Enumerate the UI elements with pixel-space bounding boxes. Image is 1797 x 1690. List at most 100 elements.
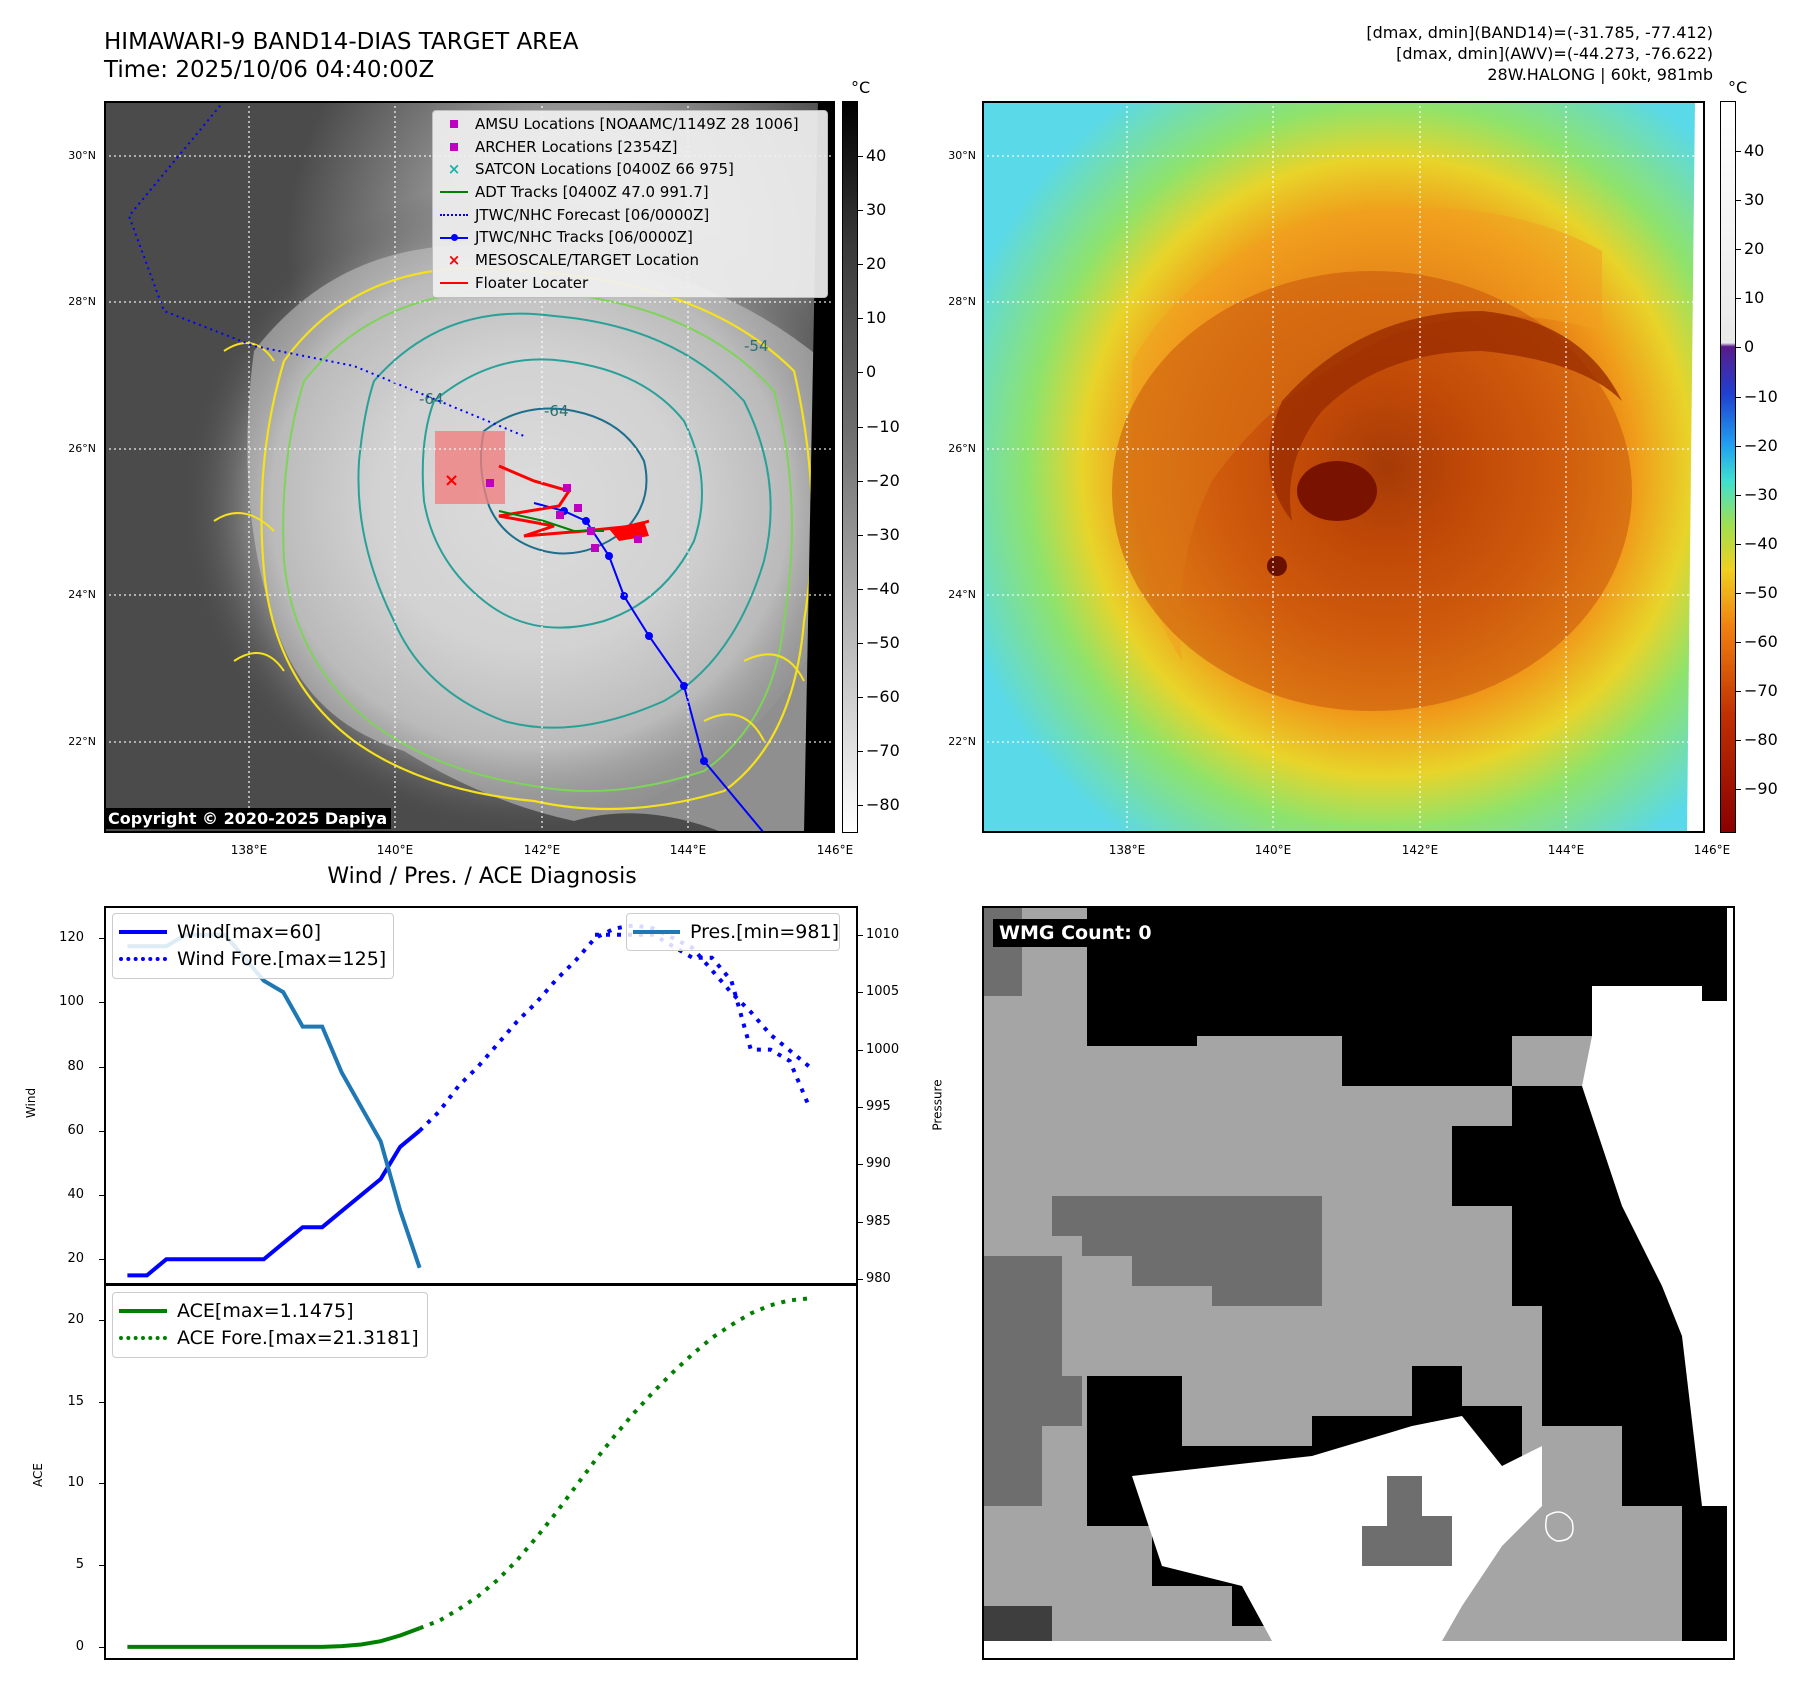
legend-amsu-label: AMSU Locations [NOAAMC/1149Z 28 1006]	[475, 115, 799, 133]
wind-legend-row: Wind[max=60]	[119, 918, 393, 945]
legend-jtwc-forecast-symbol	[433, 214, 475, 217]
ace-legend-label: ACE[max=1.1475]	[177, 1299, 354, 1322]
left-colorbar-tick-mark	[858, 697, 863, 698]
right-colorbar-tick-mark	[1736, 200, 1741, 202]
awv-lon-140: 140°E	[1254, 843, 1292, 857]
ir-lat-28: 28°N	[68, 295, 96, 308]
pressure-legend-row: Pres.[min=981]	[633, 918, 839, 945]
left-colorbar-tick-mark	[858, 642, 863, 644]
awv-lat-28: 28°N	[948, 295, 976, 308]
left-colorbar-tick-mark	[858, 264, 863, 266]
legend-satcon: × SATCON Locations [0400Z 66 975]	[433, 158, 827, 181]
wmg-dark-gray-center	[1052, 1196, 1322, 1306]
right-colorbar-tick-mark	[1736, 396, 1741, 398]
figure-title: HIMAWARI-9 BAND14-DIAS TARGET AREA	[104, 29, 579, 55]
ace-legend: ACE[max=1.1475] ACE Fore.[max=21.3181]	[112, 1292, 428, 1358]
legend-satcon-symbol: ×	[447, 160, 461, 179]
wmg-dark-gray-lower	[1362, 1476, 1452, 1566]
right-colorbar-tick-mark	[1736, 494, 1741, 496]
ace-chart-series-1	[418, 1296, 810, 1631]
map-legend: AMSU Locations [NOAAMC/1149Z 28 1006] AR…	[432, 110, 828, 298]
awv-lon-142: 142°E	[1401, 843, 1439, 857]
awv-lon-144: 144°E	[1547, 843, 1585, 857]
right-colorbar-tick-mark	[1736, 347, 1741, 349]
left-colorbar-tick-label: −60	[866, 687, 900, 706]
ir-lat-22: 22°N	[68, 735, 96, 748]
range-info-block: [dmax, dmin](BAND14)=(-31.785, -77.412) …	[1366, 22, 1713, 85]
storm-info: 28W.HALONG | 60kt, 981mb	[1487, 65, 1713, 84]
wind-ytick-mark	[99, 1066, 104, 1068]
legend-mesoscale-label: MESOSCALE/TARGET Location	[475, 251, 700, 270]
mesoscale-target-marker: ×	[444, 470, 459, 491]
left-colorbar-tick-mark	[858, 534, 863, 536]
left-colorbar	[842, 101, 858, 833]
pressure-ytick-mark	[858, 992, 863, 994]
awv-lat-24: 24°N	[948, 588, 976, 601]
ace-ytick-label: 15	[67, 1393, 84, 1409]
left-colorbar-tick-label: −70	[866, 741, 900, 761]
figure-time: Time: 2025/10/06 04:40:00Z	[104, 57, 435, 83]
right-colorbar-tick-label: −70	[1744, 681, 1778, 701]
wind-ytick-mark	[99, 938, 104, 940]
left-colorbar-tick-label: −10	[866, 416, 900, 436]
left-colorbar-tick-label: 10	[866, 308, 887, 328]
legend-archer: ARCHER Locations [2354Z]	[433, 136, 827, 159]
right-colorbar-tick-label: −10	[1744, 386, 1778, 406]
legend-satcon-label: SATCON Locations [0400Z 66 975]	[475, 160, 734, 179]
awv-no-data-edge	[1687, 101, 1705, 833]
pressure-ylabel: Pressure	[930, 1079, 945, 1131]
band14-range: [dmax, dmin](BAND14)=(-31.785, -77.412)	[1366, 23, 1713, 42]
left-colorbar-tick-mark	[858, 751, 863, 753]
wind-chart-series-0	[127, 1129, 421, 1278]
right-colorbar-tick-label: 40	[1744, 141, 1765, 160]
right-colorbar-tick-label: 10	[1744, 288, 1765, 308]
ir-lon-142: 142°E	[523, 843, 561, 857]
left-colorbar-tick-label: −80	[866, 795, 900, 815]
wmg-white-right	[1582, 986, 1727, 1506]
legend-adt-symbol	[433, 191, 475, 194]
pressure-ytick-mark	[858, 1221, 863, 1223]
pressure-ytick-mark	[858, 1164, 863, 1166]
wmg-white-lower	[1132, 1416, 1542, 1641]
ace-fore-legend-row: ACE Fore.[max=21.3181]	[119, 1324, 427, 1351]
ace-ytick-mark	[99, 1646, 104, 1648]
legend-archer-label: ARCHER Locations [2354Z]	[475, 137, 678, 156]
right-colorbar-tick-mark	[1736, 151, 1741, 152]
wmg-dark-gray-left	[982, 1256, 1082, 1506]
right-colorbar-tick-label: 0	[1744, 337, 1755, 357]
legend-mesoscale: × MESOSCALE/TARGET Location	[433, 249, 827, 272]
figure-title-block: HIMAWARI-9 BAND14-DIAS TARGET AREA Time:…	[104, 28, 578, 84]
pressure-legend-line	[633, 929, 680, 934]
wind-legend-label: Wind[max=60]	[177, 920, 322, 943]
legend-amsu: AMSU Locations [NOAAMC/1149Z 28 1006]	[433, 113, 827, 136]
ace-ytick-mark	[99, 1483, 104, 1485]
ir-lat-30: 30°N	[68, 149, 96, 162]
ace-legend-line	[119, 1308, 167, 1313]
pressure-ytick-label: 995	[866, 1098, 891, 1114]
awv-range: [dmax, dmin](AWV)=(-44.273, -76.622)	[1396, 44, 1713, 63]
pressure-ytick-label: 980	[866, 1271, 891, 1287]
wind-ytick-label: 120	[59, 930, 84, 946]
right-colorbar-tick-label: −30	[1744, 484, 1778, 504]
ace-ylabel: ACE	[30, 1463, 45, 1487]
amsu-archer-markers	[486, 479, 642, 552]
pressure-ytick-mark	[858, 934, 863, 936]
contour-label-2: -64	[544, 402, 569, 420]
ir-lat-24: 24°N	[68, 588, 96, 601]
left-colorbar-tick-mark	[858, 156, 863, 157]
wind-ytick-label: 100	[59, 994, 84, 1010]
right-colorbar	[1720, 101, 1736, 833]
left-colorbar-tick-mark	[858, 426, 863, 428]
wind-fore-legend-row: Wind Fore.[max=125]	[119, 945, 393, 972]
legend-jtwc-forecast: JTWC/NHC Forecast [06/0000Z]	[433, 204, 827, 227]
right-colorbar-tick-mark	[1736, 592, 1741, 594]
right-colorbar-tick-mark	[1736, 249, 1741, 251]
ir-lat-26: 26°N	[68, 442, 96, 455]
wind-ytick-mark	[99, 1002, 104, 1004]
awv-spiral-arm	[1269, 311, 1622, 521]
right-colorbar-tick-mark	[1736, 298, 1741, 300]
wind-ytick-label: 80	[67, 1058, 84, 1074]
ace-ytick-mark	[99, 1565, 104, 1567]
legend-floater-symbol	[433, 282, 475, 285]
ir-lon-138: 138°E	[230, 843, 268, 857]
